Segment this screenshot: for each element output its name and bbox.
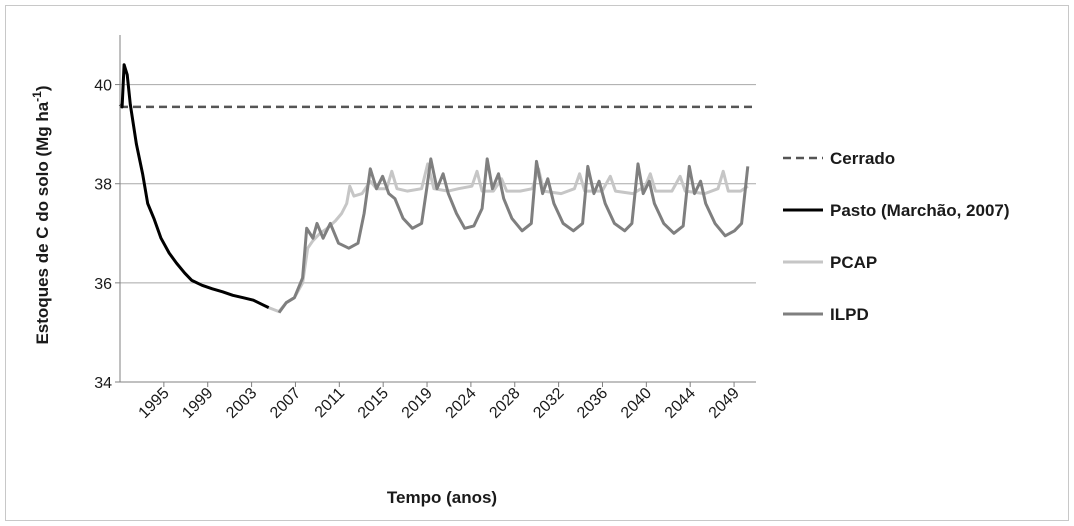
plot-lines	[118, 63, 756, 314]
axes	[115, 35, 756, 387]
x-tick-labels: 1995 1999 2003 2007 2011 2015 2019 2024 2028 2032…	[136, 385, 743, 422]
y-axis-title-superscript: -1	[30, 91, 44, 102]
y-tick-label: 36	[94, 276, 112, 293]
y-tick-label: 34	[94, 375, 112, 392]
legend-label: ILPD	[830, 305, 869, 324]
x-tick-label: 2024	[443, 385, 480, 422]
x-tick-label: 1995	[136, 385, 173, 422]
x-tick-label: 2032	[530, 385, 567, 422]
x-tick-label: 2036	[574, 385, 611, 422]
x-tick-label: 2044	[662, 385, 699, 422]
y-tick-label: 38	[94, 177, 112, 194]
x-axis-title: Tempo (anos)	[387, 488, 497, 507]
y-axis-title-main: Estoques de C do solo (Mg ha	[33, 101, 52, 344]
legend-label: PCAP	[830, 253, 877, 272]
legend-label: Pasto (Marchão, 2007)	[830, 201, 1010, 220]
x-tick-label: 2028	[486, 385, 523, 422]
y-axis-title-close: )	[33, 85, 52, 91]
x-tick-label: 2007	[267, 385, 304, 422]
x-tick-label: 2040	[618, 385, 655, 422]
x-tick-label: 2015	[355, 385, 392, 422]
y-axis-title: Estoques de C do solo (Mg ha-1)	[30, 85, 52, 344]
series-line-pasto	[118, 63, 270, 309]
y-tick-label: 40	[94, 78, 112, 95]
series-line-ilpd	[277, 157, 750, 314]
x-tick-label: 2049	[706, 385, 743, 422]
x-tick-label: 1999	[179, 385, 216, 422]
series-line-pcap	[268, 162, 749, 314]
x-tick-label: 2011	[312, 385, 348, 421]
x-tick-label: 2003	[223, 385, 260, 422]
legend-label: Cerrado	[830, 149, 895, 168]
x-tick-label: 2019	[399, 385, 436, 422]
chart-frame	[5, 5, 1069, 521]
y-tick-labels: 34 36 38 40	[94, 78, 112, 392]
legend: Cerrado Pasto (Marchão, 2007) PCAP ILPD	[783, 149, 1010, 324]
